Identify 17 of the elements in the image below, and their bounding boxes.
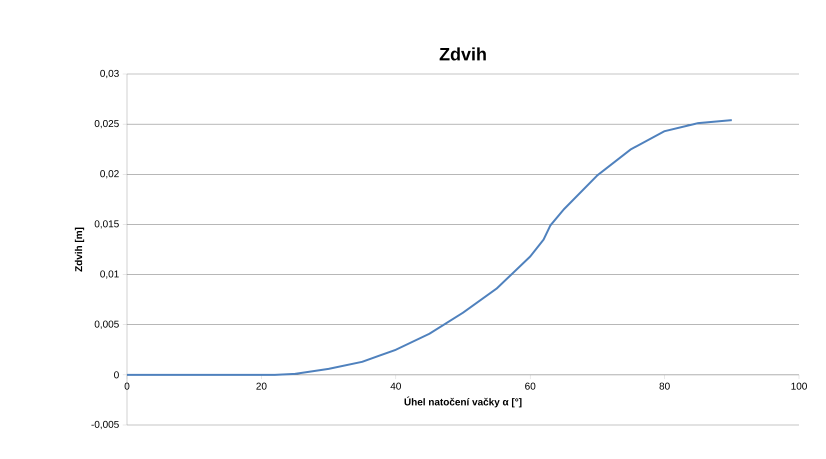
chart-title: Zdvih [440,47,486,60]
y-axis-title: Zdvih [m] [74,228,84,272]
y-tick-label: 0,01 [100,270,119,279]
y-tick-label: 0,03 [100,70,119,78]
x-tick-label: 40 [390,382,401,390]
x-tick-label: 20 [256,382,267,390]
x-tick-label: 0 [124,382,130,390]
x-tick-label: 100 [791,382,807,390]
x-axis-title: Úhel natočení vačky α [°] [404,396,522,408]
y-tick-label: 0,02 [100,170,119,178]
x-tick-label: 60 [525,382,536,390]
x-tick-label: 80 [660,382,670,390]
y-tick-label: -0,005 [91,420,119,430]
y-tick-label: 0,015 [94,220,119,229]
y-tick-label: 0,025 [94,120,119,128]
y-tick-label: 0 [114,371,119,378]
y-tick-label: 0,005 [94,320,119,329]
